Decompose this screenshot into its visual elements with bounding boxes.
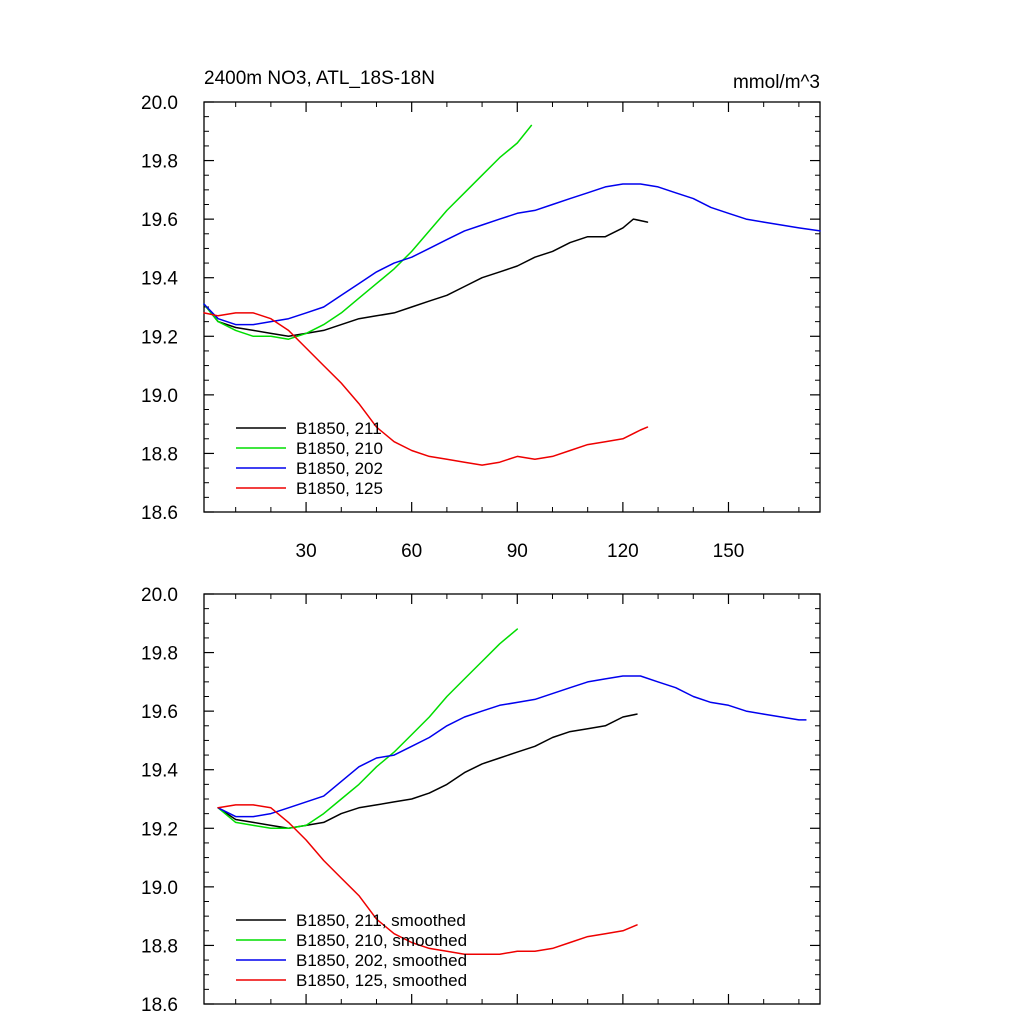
series-line-1	[217, 628, 519, 830]
legend-label-1: B1850, 210	[296, 439, 383, 458]
y-tick-label: 20.0	[141, 585, 178, 606]
x-tick-label: 120	[607, 541, 639, 562]
y-tick-label: 19.2	[141, 327, 178, 348]
series-line-2	[217, 675, 807, 818]
y-tick-label: 19.6	[141, 702, 178, 723]
legend-label-0: B1850, 211, smoothed	[296, 911, 466, 930]
y-tick-label: 20.0	[141, 93, 178, 114]
y-tick-label: 18.8	[141, 444, 178, 465]
chart-title-left: 2400m NO3, ATL_18S-18N	[204, 68, 435, 89]
series-line-1	[203, 124, 533, 340]
y-tick-label: 19.4	[141, 761, 178, 782]
y-tick-label: 19.8	[141, 644, 178, 665]
y-tick-label: 19.8	[141, 152, 178, 173]
y-tick-label: 19.0	[141, 878, 178, 899]
legend-label-1: B1850, 210, smoothed	[296, 931, 467, 950]
y-tick-label: 18.6	[141, 503, 178, 524]
series-line-0	[217, 713, 638, 830]
top-panel: 18.6 18.8 19.0 19.2 19.4 19.6 19.8 20.0 30 60 90 12…	[141, 68, 821, 562]
x-tick-label: 90	[507, 541, 528, 562]
legend-label-3: B1850, 125, smoothed	[296, 971, 467, 990]
legend-label-0: B1850, 211	[296, 419, 382, 438]
legend-label-2: B1850, 202	[296, 459, 383, 478]
series-line-3	[217, 804, 638, 955]
y-tick-label: 19.0	[141, 386, 178, 407]
legend-label-3: B1850, 125	[296, 479, 383, 498]
series-line-2	[203, 183, 821, 326]
x-tick-label: 150	[713, 541, 745, 562]
series-line-0	[203, 218, 649, 338]
chart-title-right: mmol/m^3	[733, 72, 820, 93]
legend-label-2: B1850, 202, smoothed	[296, 951, 467, 970]
series-line-3	[203, 312, 649, 466]
y-tick-label: 19.4	[141, 269, 178, 290]
y-tick-label: 19.2	[141, 819, 178, 840]
bottom-panel: 18.6 18.8 19.0 19.2 19.4 19.6 19.8 20.0 B1850, 2…	[141, 585, 821, 1016]
y-tick-label: 18.6	[141, 995, 178, 1016]
x-tick-label: 60	[401, 541, 422, 562]
x-tick-label: 30	[296, 541, 317, 562]
y-tick-label: 18.8	[141, 936, 178, 957]
y-tick-label: 19.6	[141, 210, 178, 231]
